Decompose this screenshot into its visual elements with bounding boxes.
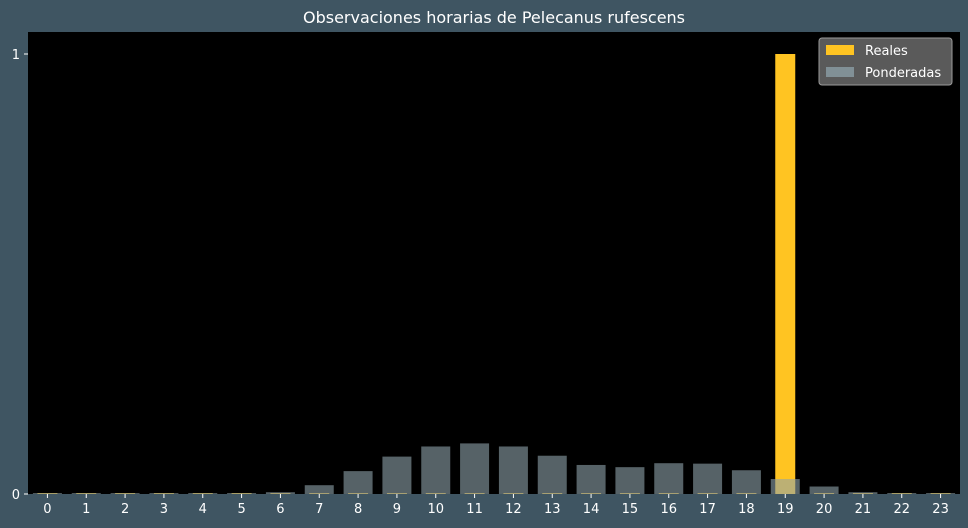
legend: Reales Ponderadas bbox=[818, 37, 953, 86]
y-tick-label: 1 bbox=[12, 48, 20, 63]
bar-ponderadas-1 bbox=[71, 493, 101, 494]
x-tick-label: 21 bbox=[855, 502, 872, 517]
x-tick-label: 7 bbox=[315, 502, 323, 517]
x-tick-label: 12 bbox=[505, 502, 522, 517]
x-tick-label: 17 bbox=[699, 502, 716, 517]
x-tick-label: 15 bbox=[622, 502, 639, 517]
x-tick-label: 11 bbox=[466, 502, 483, 517]
legend-swatch-reales bbox=[826, 45, 854, 55]
x-tick-label: 5 bbox=[237, 502, 245, 517]
x-tick-label: 19 bbox=[777, 502, 794, 517]
x-tick-label: 16 bbox=[660, 502, 677, 517]
y-tick-label: 0 bbox=[12, 488, 20, 503]
bar-ponderadas-9 bbox=[382, 456, 412, 494]
x-tick-label: 22 bbox=[893, 502, 910, 517]
y-axis-ticks: 01 bbox=[12, 48, 28, 503]
x-tick-label: 14 bbox=[583, 502, 600, 517]
bar-ponderadas-19 bbox=[770, 479, 800, 494]
x-tick-label: 18 bbox=[738, 502, 755, 517]
bar-ponderadas-15 bbox=[615, 467, 645, 494]
bar-ponderadas-18 bbox=[731, 470, 761, 494]
bar-ponderadas-5 bbox=[227, 493, 257, 494]
bar-ponderadas-2 bbox=[110, 493, 140, 494]
bar-ponderadas-16 bbox=[654, 463, 684, 494]
x-tick-label: 2 bbox=[121, 502, 129, 517]
bars-layer bbox=[32, 54, 956, 494]
x-tick-label: 8 bbox=[354, 502, 362, 517]
bar-ponderadas-6 bbox=[265, 492, 295, 494]
bar-ponderadas-4 bbox=[188, 493, 218, 494]
bar-ponderadas-7 bbox=[304, 485, 334, 494]
bar-reales-19 bbox=[775, 54, 796, 494]
x-tick-label: 1 bbox=[82, 502, 90, 517]
legend-label-reales: Reales bbox=[865, 44, 908, 59]
bar-ponderadas-23 bbox=[926, 493, 956, 494]
x-tick-label: 23 bbox=[932, 502, 949, 517]
bar-ponderadas-8 bbox=[343, 471, 373, 494]
bar-ponderadas-0 bbox=[32, 493, 62, 494]
bar-ponderadas-13 bbox=[537, 455, 567, 494]
bar-ponderadas-22 bbox=[887, 493, 917, 494]
chart-title: Observaciones horarias de Pelecanus rufe… bbox=[303, 8, 685, 27]
plot-area bbox=[28, 32, 960, 494]
x-tick-label: 20 bbox=[816, 502, 833, 517]
x-axis-ticks: 0 1 2 3 4 5 6 7 8 9 10 11 12 13 14 15 16 17 18 19 20 21 22 23 bbox=[43, 494, 949, 517]
bar-ponderadas-10 bbox=[421, 446, 451, 494]
x-tick-label: 6 bbox=[276, 502, 284, 517]
legend-swatch-ponderadas bbox=[826, 67, 854, 77]
x-tick-label: 3 bbox=[160, 502, 168, 517]
bar-ponderadas-11 bbox=[460, 443, 490, 494]
x-tick-label: 10 bbox=[427, 502, 444, 517]
x-tick-label: 9 bbox=[393, 502, 401, 517]
legend-label-ponderadas: Ponderadas bbox=[865, 66, 941, 81]
bar-ponderadas-12 bbox=[498, 446, 528, 494]
x-tick-label: 4 bbox=[199, 502, 207, 517]
x-tick-label: 13 bbox=[544, 502, 561, 517]
bar-ponderadas-14 bbox=[576, 464, 606, 494]
bar-ponderadas-3 bbox=[149, 493, 179, 494]
x-tick-label: 0 bbox=[43, 502, 51, 517]
bar-ponderadas-20 bbox=[809, 486, 839, 494]
bar-ponderadas-17 bbox=[693, 463, 723, 494]
bar-ponderadas-21 bbox=[848, 492, 878, 494]
